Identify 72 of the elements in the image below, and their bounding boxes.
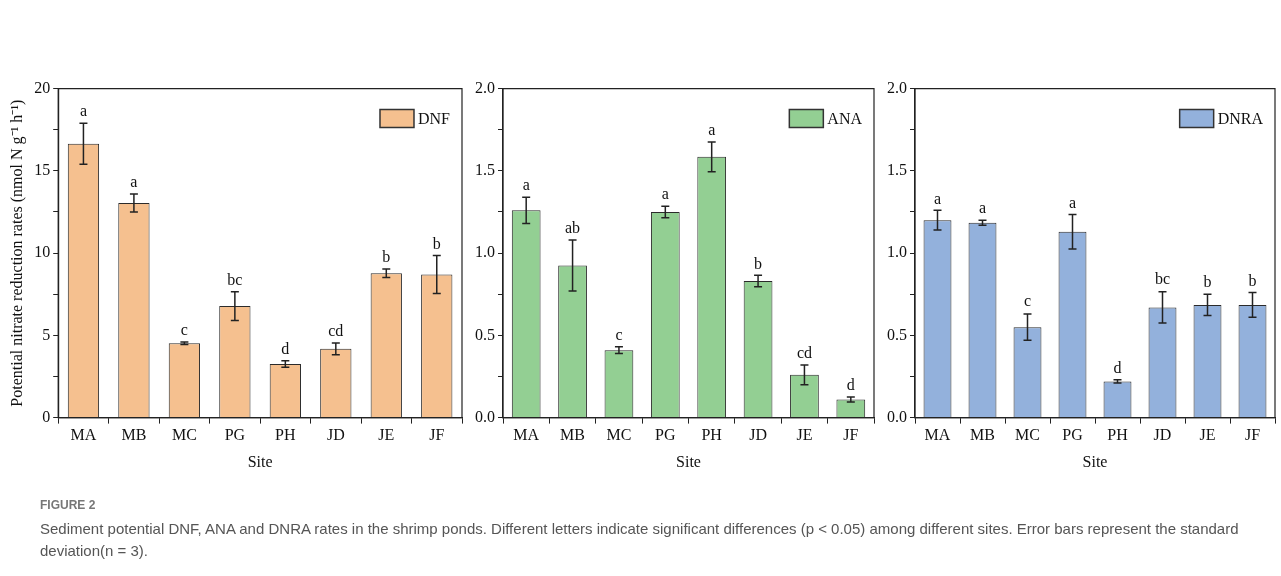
annotation: a (79, 102, 87, 120)
annotation: d (1113, 358, 1122, 376)
annotation: a (708, 121, 716, 139)
y-tick-label: 0.5 (475, 325, 495, 343)
x-tick-label: MB (121, 426, 147, 444)
annotation: a (933, 189, 942, 207)
x-tick-label: MA (513, 426, 540, 444)
annotation: b (432, 234, 441, 252)
caption: FIGURE 2 (40, 498, 97, 512)
x-tick-label: MB (970, 426, 995, 444)
y-tick-label: 0.0 (475, 407, 495, 425)
y-tick-label: 1.5 (475, 161, 495, 179)
annotation: b (754, 254, 763, 272)
x-tick-label: MC (606, 426, 632, 444)
x-tick-label: PH (701, 426, 723, 444)
x-tick-label: MB (560, 426, 586, 444)
y-tick-label: 2.0 (887, 78, 907, 96)
x-tick-label: PG (1062, 426, 1084, 444)
x-tick-label: PH (1107, 426, 1129, 444)
x-tick-label: JF (1244, 426, 1261, 444)
legend-label: ANA (827, 109, 863, 127)
y-tick-label: 15 (34, 161, 51, 179)
x-tick-label: MC (171, 426, 197, 444)
y-tick-label: 0 (42, 407, 51, 425)
annotation: c (615, 326, 623, 344)
annotation: c (1023, 292, 1032, 310)
annotation: a (130, 173, 138, 191)
annotation: cd (328, 322, 344, 340)
annotation: a (661, 184, 669, 202)
annotation: ab (565, 219, 581, 237)
x-tick-label: JF (429, 426, 445, 444)
annotation: a (978, 199, 987, 217)
x-axis-title: Site (247, 452, 273, 470)
x-tick-label: JE (796, 426, 813, 444)
annotation: b (382, 248, 391, 266)
x-tick-label: JD (749, 426, 767, 444)
legend-label: DNRA (1217, 109, 1264, 127)
x-tick-label: PG (224, 426, 246, 444)
x-tick-label: PG (655, 426, 676, 444)
y-tick-label: 10 (34, 243, 51, 261)
legend-label: DNF (417, 109, 451, 127)
x-tick-label: MC (1015, 426, 1040, 444)
x-tick-label: JD (326, 426, 345, 444)
annotation: b (1203, 273, 1212, 291)
x-axis-title: Site (1082, 452, 1108, 470)
annotation: d (846, 376, 855, 394)
y-tick-label: 20 (34, 78, 51, 96)
x-tick-label: JE (1199, 426, 1216, 444)
annotation: bc (1154, 270, 1171, 288)
y-tick-label: 1.0 (887, 243, 907, 261)
x-tick-label: JE (378, 426, 395, 444)
x-tick-label: MA (924, 426, 951, 444)
y-tick-label: 5 (42, 325, 51, 343)
x-tick-label: JD (1153, 426, 1172, 444)
annotation: bc (227, 270, 243, 288)
annotation: a (522, 176, 530, 194)
x-tick-label: MA (70, 426, 97, 444)
text: Sediment potential DNF, ANA and DNRA rates in the shrimp ponds. Different letters indicate significant differences (p < 0.05) among different sites. Error bars represent the standard deviation(n = 3). (40, 519, 1240, 561)
annotation: cd (796, 344, 812, 362)
annotation: c (180, 321, 188, 339)
x-tick-label: JF (843, 426, 859, 444)
y-axis-title: Potential nitrate reduction rates (nmol N g⁻¹ h⁻¹) (7, 99, 26, 407)
annotation: d (281, 339, 290, 357)
y-tick-label: 1.0 (475, 243, 495, 261)
x-tick-label: PH (275, 426, 297, 444)
y-tick-label: 2.0 (475, 78, 495, 96)
y-tick-label: 0.0 (887, 407, 907, 425)
annotation: b (1248, 271, 1257, 289)
annotation: a (1068, 193, 1077, 211)
y-tick-label: 0.5 (887, 325, 907, 343)
x-axis-title: Site (676, 452, 701, 470)
y-tick-label: 1.5 (887, 161, 907, 179)
